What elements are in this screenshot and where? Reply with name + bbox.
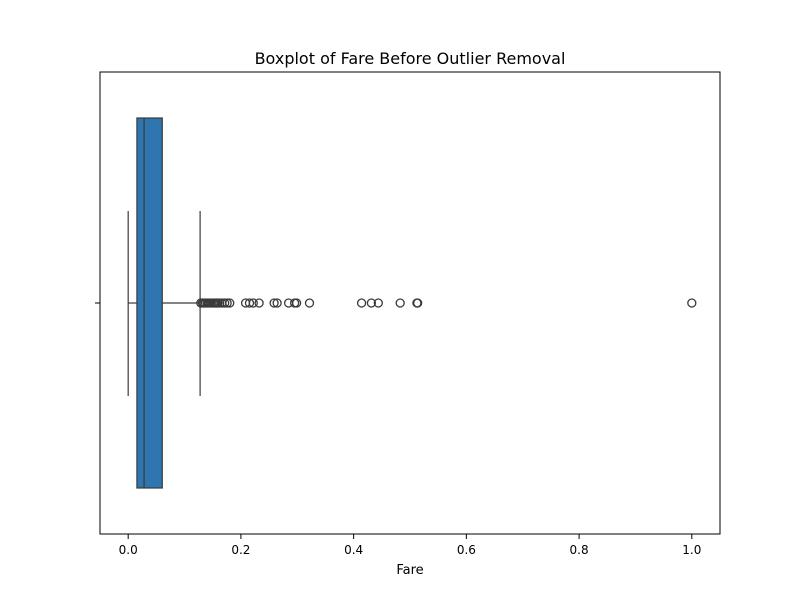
outlier-point-29 [373,298,383,308]
outlier-point-25 [291,298,302,308]
x-tick-label-4: 0.8 [570,543,589,557]
outlier-point-33 [687,298,697,308]
outlier-point-27 [356,298,367,308]
plot-area [127,117,697,489]
outlier-point-15 [222,298,232,308]
iqr-box [136,117,163,489]
outlier-point-21 [269,298,279,308]
x-axis-label: Fare [396,563,423,578]
chart-title: Boxplot of Fare Before Outlier Removal [255,49,566,68]
outlier-point-18 [244,298,255,308]
outlier-point-19 [248,298,258,308]
outlier-point-26 [304,298,315,308]
outlier-point-30 [395,298,405,308]
outlier-point-22 [272,298,282,308]
outlier-point-32 [413,298,423,308]
outlier-point-14 [220,298,230,308]
x-tick-label-2: 0.4 [344,543,363,557]
x-tick-label-3: 0.6 [457,543,476,557]
x-axis: 0.0 0.2 0.4 0.6 0.8 1.0 [95,302,701,557]
x-tick-label-0: 0.0 [119,543,138,557]
x-tick-label-1: 0.2 [231,543,250,557]
outlier-point-20 [254,298,264,308]
outlier-point-16 [225,298,235,308]
outlier-point-28 [366,298,377,308]
x-tick-label-5: 1.0 [682,543,701,557]
